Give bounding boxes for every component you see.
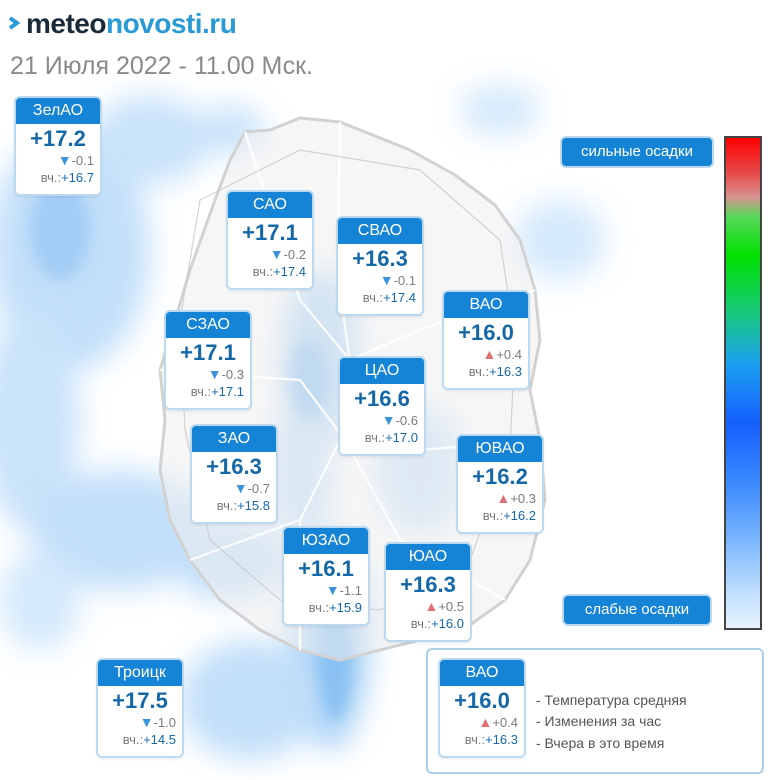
district-temperature: +16.3 bbox=[352, 246, 408, 271]
triangle-up-icon: ▲ bbox=[478, 714, 493, 730]
precipitation-scale-bar bbox=[724, 136, 762, 630]
district-temperature: +16.3 bbox=[206, 454, 262, 479]
logo-suffix: novosti.ru bbox=[105, 8, 237, 39]
district-temperature: +16.3 bbox=[400, 572, 456, 597]
district-temperature: +16.2 bbox=[472, 464, 528, 489]
yesterday-temperature: +16.3 bbox=[485, 732, 518, 747]
date-time-subtitle: 21 Июля 2022 - 11.00 Мск. bbox=[10, 52, 313, 80]
triangle-up-icon: ▲ bbox=[482, 346, 497, 362]
hourly-change: +0.4 bbox=[496, 347, 522, 362]
district-name: СЗАО bbox=[166, 312, 250, 338]
hourly-change: -0.1 bbox=[393, 273, 416, 288]
yesterday-temperature: +15.8 bbox=[237, 498, 270, 513]
triangle-down-icon: ▼ bbox=[379, 272, 394, 288]
hourly-change: +0.4 bbox=[492, 715, 518, 730]
hourly-change: -0.3 bbox=[221, 367, 244, 382]
yesterday-temperature: +17.1 bbox=[211, 384, 244, 399]
district-card-troitsk: Троицк +17.5 ▼-1.0 вч.:+14.5 bbox=[98, 660, 182, 756]
district-temperature: +16.0 bbox=[454, 688, 510, 713]
yesterday-temperature: +17.4 bbox=[273, 264, 306, 279]
yesterday-prefix: вч.: bbox=[410, 616, 432, 631]
yesterday-prefix: вч.: bbox=[190, 384, 212, 399]
logo-prefix: meteo bbox=[26, 8, 106, 39]
district-temperature: +17.2 bbox=[30, 126, 86, 151]
scale-bottom-label: слабые осадки bbox=[564, 596, 710, 624]
yesterday-prefix: вч.: bbox=[122, 732, 144, 747]
scale-top-label: сильные осадки bbox=[562, 138, 712, 166]
district-name: ЮВАО bbox=[458, 436, 542, 462]
district-name: ЦАО bbox=[340, 358, 424, 384]
triangle-down-icon: ▼ bbox=[57, 152, 72, 168]
hourly-change: -0.1 bbox=[71, 153, 94, 168]
hourly-change: -0.7 bbox=[247, 481, 270, 496]
chevron-logo-icon bbox=[8, 16, 21, 30]
triangle-down-icon: ▼ bbox=[233, 480, 248, 496]
triangle-down-icon: ▼ bbox=[139, 714, 154, 730]
district-card-svao: СВАО +16.3 ▼-0.1 вч.:+17.4 bbox=[338, 218, 422, 314]
yesterday-temperature: +16.3 bbox=[489, 364, 522, 379]
district-temperature: +16.6 bbox=[354, 386, 410, 411]
hourly-change: -0.2 bbox=[283, 247, 306, 262]
yesterday-temperature: +14.5 bbox=[143, 732, 176, 747]
yesterday-prefix: вч.: bbox=[40, 170, 62, 185]
legend-item-hourly-change: - Изменения за час bbox=[536, 713, 662, 729]
yesterday-temperature: +15.9 bbox=[329, 600, 362, 615]
yesterday-prefix: вч.: bbox=[482, 508, 504, 523]
triangle-up-icon: ▲ bbox=[496, 490, 511, 506]
district-name: ЗелАО bbox=[16, 98, 100, 124]
district-temperature: +16.0 bbox=[458, 320, 514, 345]
triangle-down-icon: ▼ bbox=[269, 246, 284, 262]
district-card-yuao: ЮАО +16.3 ▲+0.5 вч.:+16.0 bbox=[386, 544, 470, 640]
mkad-ring bbox=[179, 149, 516, 611]
hourly-change: -1.0 bbox=[153, 715, 176, 730]
district-card-vao: ВАО +16.0 ▲+0.4 вч.:+16.3 bbox=[444, 292, 528, 388]
district-temperature: +16.1 bbox=[298, 556, 354, 581]
hourly-change: -0.6 bbox=[395, 413, 418, 428]
district-card-yuvao: ЮВАО +16.2 ▲+0.3 вч.:+16.2 bbox=[458, 436, 542, 532]
legend-item-average-temp: - Температура средняя bbox=[536, 692, 687, 708]
triangle-down-icon: ▼ bbox=[207, 366, 222, 382]
district-name: ЗАО bbox=[192, 426, 276, 452]
hourly-change: +0.3 bbox=[510, 491, 536, 506]
district-card-zelao: ЗелАО +17.2 ▼-0.1 вч.:+16.7 bbox=[16, 98, 100, 194]
yesterday-prefix: вч.: bbox=[364, 430, 386, 445]
district-card-szao: СЗАО +17.1 ▼-0.3 вч.:+17.1 bbox=[166, 312, 250, 408]
yesterday-temperature: +16.0 bbox=[431, 616, 464, 631]
yesterday-prefix: вч.: bbox=[464, 732, 486, 747]
yesterday-temperature: +16.7 bbox=[61, 170, 94, 185]
yesterday-prefix: вч.: bbox=[308, 600, 330, 615]
triangle-down-icon: ▼ bbox=[381, 412, 396, 428]
district-temperature: +17.5 bbox=[112, 688, 168, 713]
yesterday-prefix: вч.: bbox=[216, 498, 238, 513]
district-card-tsao: ЦАО +16.6 ▼-0.6 вч.:+17.0 bbox=[340, 358, 424, 454]
district-name: ВАО bbox=[444, 292, 528, 318]
district-name: САО bbox=[228, 192, 312, 218]
yesterday-prefix: вч.: bbox=[362, 290, 384, 305]
district-card-sao: САО +17.1 ▼-0.2 вч.:+17.4 bbox=[228, 192, 312, 288]
yesterday-temperature: +17.0 bbox=[385, 430, 418, 445]
district-temperature: +17.1 bbox=[180, 340, 236, 365]
hourly-change: +0.5 bbox=[438, 599, 464, 614]
yesterday-temperature: +17.4 bbox=[383, 290, 416, 305]
legend-item-yesterday: - Вчера в это время bbox=[536, 735, 665, 751]
triangle-down-icon: ▼ bbox=[325, 582, 340, 598]
district-name: Троицк bbox=[98, 660, 182, 686]
district-name: ЮЗАО bbox=[284, 528, 368, 554]
district-card-yuzao: ЮЗАО +16.1 ▼-1.1 вч.:+15.9 bbox=[284, 528, 368, 624]
district-name: ВАО bbox=[440, 660, 524, 686]
legend-sample-card: ВАО +16.0 ▲+0.4 вч.:+16.3 bbox=[440, 660, 524, 756]
legend-panel: ВАО +16.0 ▲+0.4 вч.:+16.3 - Температура … bbox=[426, 648, 764, 774]
district-temperature: +17.1 bbox=[242, 220, 298, 245]
yesterday-prefix: вч.: bbox=[468, 364, 490, 379]
triangle-up-icon: ▲ bbox=[424, 598, 439, 614]
yesterday-prefix: вч.: bbox=[252, 264, 274, 279]
district-name: ЮАО bbox=[386, 544, 470, 570]
hourly-change: -1.1 bbox=[339, 583, 362, 598]
district-name: СВАО bbox=[338, 218, 422, 244]
site-logo[interactable]: meteonovosti.ru bbox=[8, 8, 237, 40]
yesterday-temperature: +16.2 bbox=[503, 508, 536, 523]
district-card-zao: ЗАО +16.3 ▼-0.7 вч.:+15.8 bbox=[192, 426, 276, 522]
